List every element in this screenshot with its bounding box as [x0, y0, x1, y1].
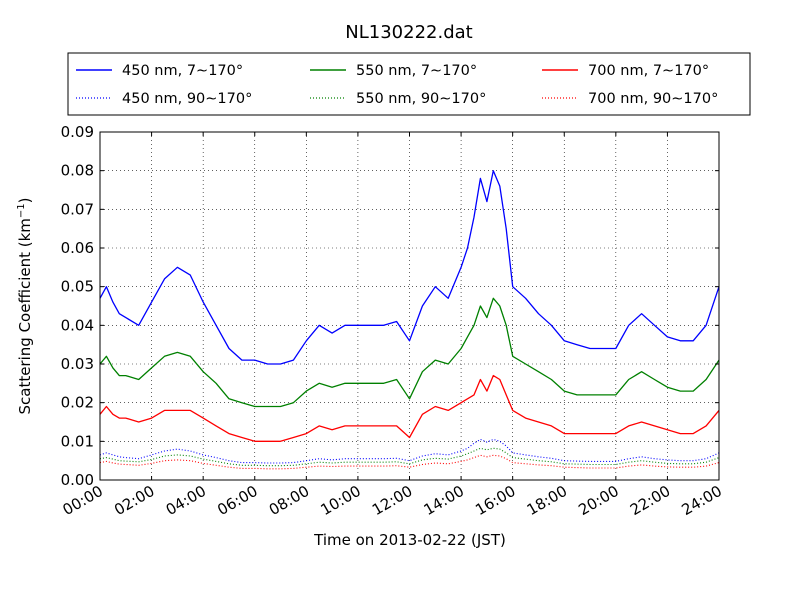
y-tick-label: 0.03: [61, 355, 94, 373]
y-tick-label: 0.01: [61, 432, 94, 450]
y-axis-label-main: Scattering Coefficient (km: [16, 218, 34, 414]
series-line-3: [99, 297, 720, 408]
y-tick-label: 0.07: [61, 200, 94, 218]
legend-box: [67, 52, 751, 116]
legend-label-4: 550 nm, 90∼170°: [356, 91, 486, 107]
legend-label-3: 550 nm, 7∼170°: [356, 63, 477, 79]
y-tick-label: 0.02: [61, 394, 94, 412]
y-tick-label: 0.04: [61, 316, 94, 334]
y-axis-label: Scattering Coefficient (km−1): [16, 197, 34, 414]
series-line-5: [99, 374, 720, 442]
x-axis-label: Time on 2013-02-22 (JST): [313, 531, 506, 549]
series-layer: [99, 170, 720, 470]
legend-label-5: 700 nm, 7∼170°: [588, 63, 709, 79]
y-tick-label: 0.05: [61, 278, 94, 296]
y-tick-label: 0.09: [61, 123, 94, 141]
series-line-6: [99, 454, 720, 470]
y-axis-label-superscript: −1: [16, 203, 27, 218]
legend: 450 nm, 7∼170° 450 nm, 90∼170° 550 nm, 7∼1…: [67, 52, 751, 116]
y-axis-label-suffix: ): [16, 197, 34, 203]
y-tick-label: 0.00: [61, 471, 94, 489]
legend-label-2: 450 nm, 90∼170°: [122, 91, 252, 107]
y-tick-label: 0.08: [61, 162, 94, 180]
legend-label-1: 450 nm, 7∼170°: [122, 63, 243, 79]
legend-label-6: 700 nm, 90∼170°: [588, 91, 718, 107]
series-line-2: [99, 438, 720, 464]
legend-items: 450 nm, 7∼170° 450 nm, 90∼170° 550 nm, 7∼1…: [76, 63, 718, 107]
y-tick-label: 0.06: [61, 239, 94, 257]
series-line-1: [99, 170, 720, 365]
chart-title: NL130222.dat: [345, 22, 472, 43]
